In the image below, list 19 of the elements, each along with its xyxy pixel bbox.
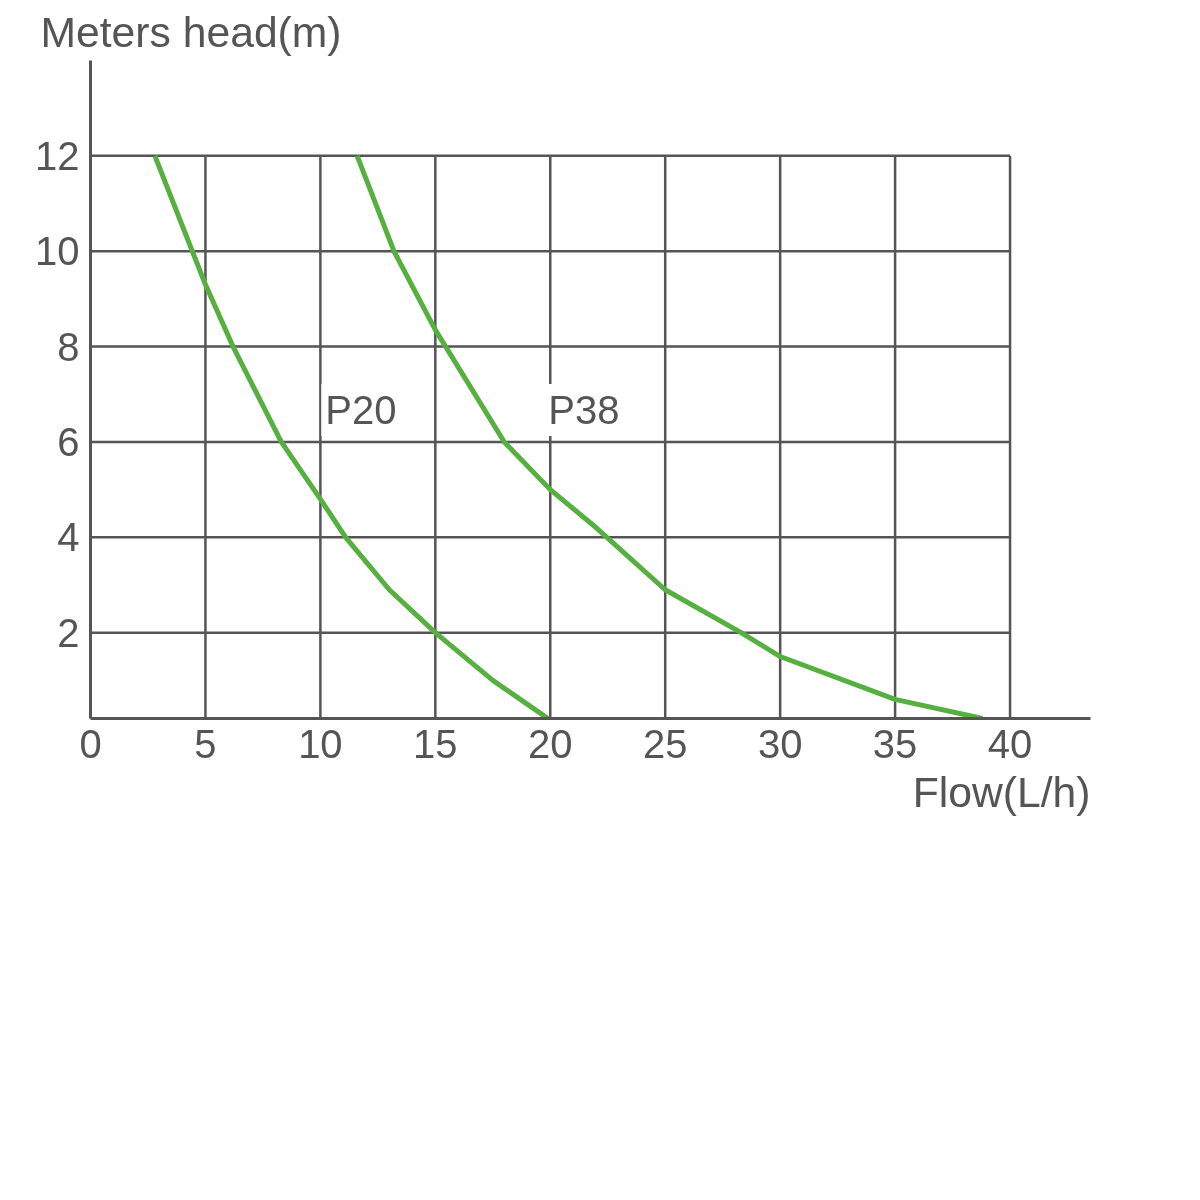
x-tick-label: 10: [298, 721, 343, 766]
series-label: P20: [325, 387, 397, 432]
x-tick-label: 20: [528, 721, 573, 766]
y-tick-label: 10: [35, 229, 80, 274]
x-axis-title: Flow(L/h): [912, 767, 1091, 816]
y-tick-label: 2: [57, 610, 80, 655]
x-tick-label: 5: [194, 721, 217, 766]
series-label: P38: [548, 387, 620, 432]
y-tick-label: 4: [57, 515, 80, 560]
x-tick-label: 40: [987, 721, 1033, 766]
x-tick-label: 0: [79, 721, 102, 766]
x-tick-label: 25: [642, 721, 688, 766]
y-axis-title: Meters head(m): [40, 7, 342, 56]
y-tick-label: 12: [35, 133, 80, 178]
y-tick-label: 6: [57, 419, 80, 464]
x-tick-label: 35: [872, 721, 918, 766]
y-tick-label: 8: [57, 324, 80, 369]
x-tick-label: 15: [413, 721, 458, 766]
x-tick-label: 30: [757, 721, 803, 766]
